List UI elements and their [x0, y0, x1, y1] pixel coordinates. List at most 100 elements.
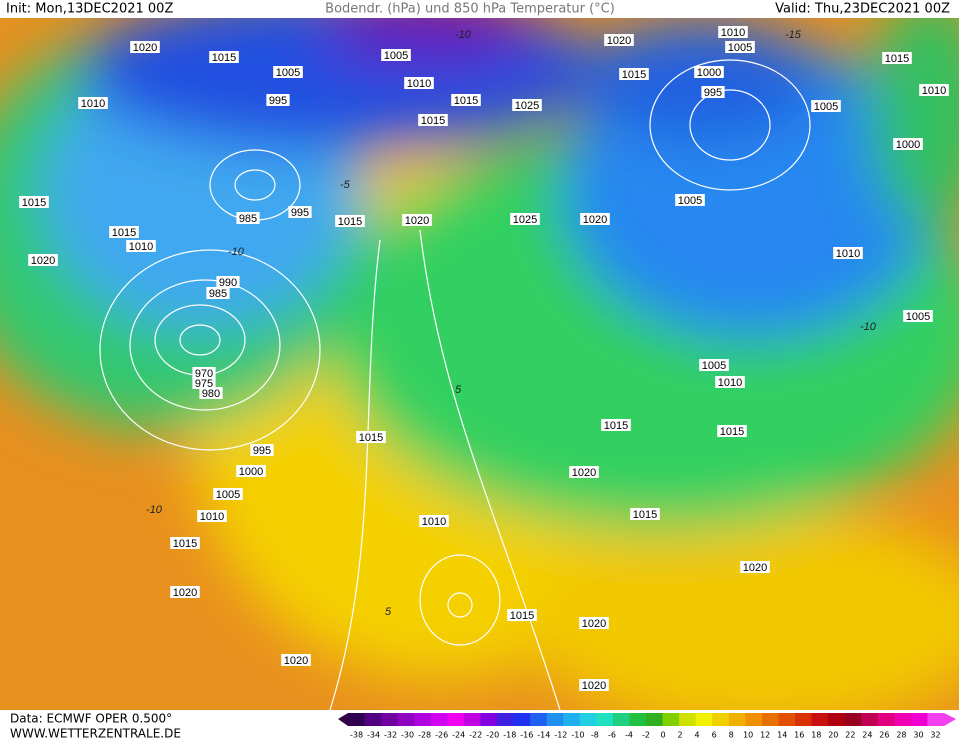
- isobar-label-box: [236, 465, 266, 477]
- isobar-label: 1010: [422, 516, 446, 528]
- isobar-label: 1020: [582, 618, 606, 630]
- scale-swatch: [795, 713, 813, 726]
- isobar-label-box: [701, 86, 725, 98]
- isobar-label: 1015: [338, 216, 362, 228]
- scale-arrow-left: [338, 713, 348, 726]
- isobar-label: 1020: [405, 215, 429, 227]
- isobar-label-box: [694, 66, 724, 78]
- isobar-label-box: [216, 276, 240, 288]
- scale-label: 12: [760, 731, 770, 740]
- isobar-label-box: [580, 213, 610, 225]
- scale-swatch: [844, 713, 862, 726]
- isobar-label: 1010: [718, 377, 742, 389]
- isobar-label: 1015: [885, 53, 909, 65]
- isobar-label-box: [28, 254, 58, 266]
- isobar-label-box: [604, 34, 634, 46]
- isobar-label-box: [209, 51, 239, 63]
- scale-label: -2: [642, 731, 650, 740]
- isobar-label: 995: [291, 207, 309, 219]
- scale-swatch: [894, 713, 912, 726]
- scale-swatch: [712, 713, 730, 726]
- scale-swatch: [927, 713, 945, 726]
- scale-swatch: [745, 713, 763, 726]
- scale-swatch: [546, 713, 564, 726]
- isobar-label: 1010: [721, 27, 745, 39]
- isobar-label: 1020: [607, 35, 631, 47]
- isobar-label-box: [725, 41, 755, 53]
- isobar-label: 985: [209, 288, 227, 300]
- scale-swatch: [612, 713, 630, 726]
- isobar-label-box: [402, 214, 432, 226]
- isobar-label: 1010: [129, 241, 153, 253]
- scale-label: 30: [913, 731, 923, 740]
- isobar-label: 1015: [22, 197, 46, 209]
- isobar-label-box: [130, 41, 160, 53]
- temperature-label: 5: [455, 384, 462, 396]
- isobar-label: 1025: [515, 100, 539, 112]
- scale-label: -20: [486, 731, 499, 740]
- scale-label: -16: [520, 731, 533, 740]
- isobar-label: 1020: [743, 562, 767, 574]
- scale-swatch: [530, 713, 548, 726]
- scale-swatch: [861, 713, 879, 726]
- scale-label: 2: [678, 731, 683, 740]
- scale-label: 22: [845, 731, 855, 740]
- isobar-label: 1005: [906, 311, 930, 323]
- isobar-label: 1010: [407, 78, 431, 90]
- isobar-label: 1015: [604, 420, 628, 432]
- scale-label: -34: [367, 731, 380, 740]
- isobar-label-box: [356, 431, 386, 443]
- isobar-label-box: [675, 194, 705, 206]
- isobar-label-box: [109, 226, 139, 238]
- isobar-label-box: [419, 515, 449, 527]
- init-time: Init: Mon,13DEC2021 00Z: [6, 2, 173, 17]
- scale-label: 0: [660, 731, 665, 740]
- temperature-label: -15: [785, 29, 802, 41]
- scale-label: 26: [879, 731, 889, 740]
- scale-swatch: [828, 713, 846, 726]
- scale-swatch: [397, 713, 415, 726]
- scale-swatch: [811, 713, 829, 726]
- scale-label: 28: [896, 731, 906, 740]
- isobar-label: 1000: [896, 139, 920, 151]
- website: WWW.WETTERZENTRALE.DE: [10, 727, 181, 741]
- valid-time: Valid: Thu,23DEC2021 00Z: [775, 2, 950, 17]
- isobar-label-box: [579, 679, 609, 691]
- scale-swatch: [778, 713, 796, 726]
- isobar-label-box: [192, 377, 216, 389]
- isobar-label: 1015: [454, 95, 478, 107]
- isobar-label-box: [510, 213, 540, 225]
- isobar-label-box: [206, 287, 230, 299]
- scale-swatch: [877, 713, 895, 726]
- scale-swatch: [480, 713, 498, 726]
- isobar-label-box: [213, 488, 243, 500]
- isobar-label-box: [404, 77, 434, 89]
- isobar-label: 1015: [112, 227, 136, 239]
- isobar-label: 1010: [836, 248, 860, 260]
- isobar-label-box: [78, 97, 108, 109]
- scale-label: 4: [695, 731, 700, 740]
- isobar-label-box: [273, 66, 303, 78]
- isobar-label: 1005: [216, 489, 240, 501]
- isobar-label: 985: [239, 213, 257, 225]
- isobar-label: 975: [195, 378, 213, 390]
- temperature-label: -10: [228, 246, 245, 258]
- isobar-label: 1020: [133, 42, 157, 54]
- isobar-label: 970: [195, 368, 213, 380]
- scale-swatch: [662, 713, 680, 726]
- scale-swatch: [463, 713, 481, 726]
- scale-label: -24: [452, 731, 465, 740]
- isobar-label: 1020: [173, 587, 197, 599]
- isobar-label: 1015: [510, 610, 534, 622]
- isobar-label: 1015: [359, 432, 383, 444]
- isobar-label-box: [197, 510, 227, 522]
- isobar-label: 1025: [513, 214, 537, 226]
- isobar-label-box: [512, 99, 542, 111]
- scale-label: -26: [435, 731, 448, 740]
- isobar-label: 1000: [239, 466, 263, 478]
- scale-label: -22: [469, 731, 482, 740]
- isobar-label: 1020: [583, 214, 607, 226]
- scale-swatch: [430, 713, 448, 726]
